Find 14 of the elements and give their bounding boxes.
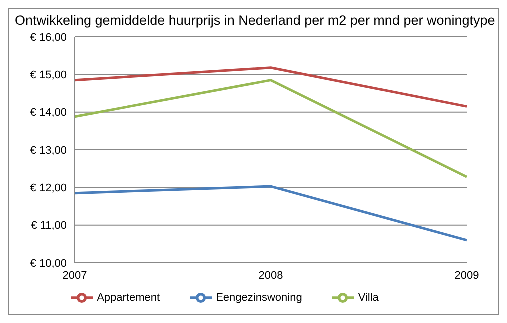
x-tick-label: 2007 [62,270,88,282]
y-tick-label: € 16,00 [30,32,67,44]
y-tick-label: € 12,00 [30,182,67,195]
y-tick-label: € 15,00 [30,70,67,82]
legend-label: Villa [358,292,379,304]
legend-label: Appartement [97,292,160,304]
x-tick-label: 2008 [258,270,284,282]
y-tick-label: € 14,00 [30,107,67,120]
y-tick-label: € 11,00 [31,220,67,232]
legend-label: Eengezinswoning [216,292,302,304]
x-tick-label: 2009 [454,270,480,282]
y-tick-label: € 13,00 [30,144,67,157]
y-tick-label: € 10,00 [30,258,67,270]
chart-title: Ontwikkeling gemiddelde huurprijs in Nederland per m2 per mnd per woningtype [15,13,496,28]
